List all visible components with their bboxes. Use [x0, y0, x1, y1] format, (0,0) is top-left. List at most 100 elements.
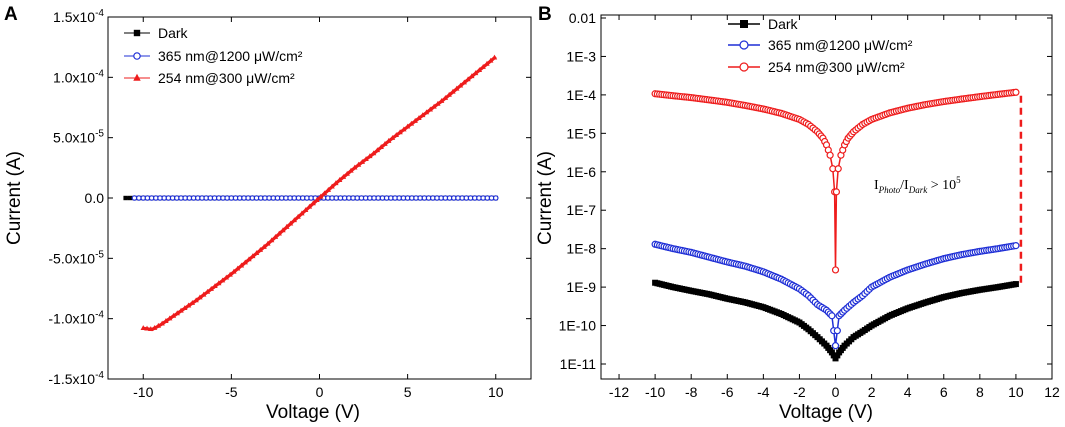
data-point-a — [144, 325, 150, 331]
y-tick-label-a: -1.0x10-4 — [48, 310, 104, 327]
legend-a: Dark 365 nm@1200 μW/cm² 254 nm@300 μW/cm² — [124, 25, 303, 86]
x-tick-label-b: -2 — [793, 384, 806, 400]
data-point-a — [450, 88, 456, 94]
data-point-a — [131, 195, 138, 201]
series-group-a — [123, 54, 499, 332]
data-point-a — [140, 325, 146, 331]
data-point-a — [340, 173, 347, 179]
data-point-a — [189, 299, 196, 305]
data-point-b — [834, 165, 842, 173]
y-tick-label-b: 1E-4 — [566, 87, 596, 103]
data-point-a — [344, 170, 350, 176]
data-point-a — [446, 91, 452, 97]
data-point-b — [1012, 88, 1020, 96]
data-point-a — [336, 177, 343, 182]
data-point-a — [291, 217, 298, 223]
data-point-a — [166, 315, 173, 321]
panel-letter-b: B — [538, 4, 552, 25]
data-point-a — [397, 129, 403, 135]
data-point-a — [480, 63, 486, 69]
y-axis-a: -1.5x10-4 -1.0x10-4 -5.0x10-5 0.0 5.0x10-5 1.… — [48, 8, 531, 387]
data-point-b — [1012, 281, 1019, 288]
data-point-a — [465, 76, 471, 82]
data-point-a — [491, 54, 498, 60]
legend-label-b: 365 nm@1200 μW/cm² — [768, 37, 913, 53]
data-point-a — [268, 237, 275, 243]
data-point-a — [363, 156, 369, 162]
data-point-a — [469, 73, 475, 79]
x-tick-label-a: -10 — [133, 384, 153, 400]
panel-letter-a: A — [4, 4, 18, 25]
x-tick-label-b: 0 — [832, 384, 840, 400]
data-point-a — [476, 67, 483, 72]
legend-marker-b — [740, 20, 748, 28]
data-point-b — [831, 342, 840, 350]
ratio-annotation: IPhoto/IDark > 105 — [874, 95, 1023, 285]
series-b-0 — [652, 279, 1019, 362]
data-point-b — [828, 312, 836, 320]
x-tick-label-a: 5 — [404, 384, 412, 400]
legend-marker-a — [133, 29, 141, 37]
x-tick-label-b: -6 — [721, 384, 734, 400]
data-point-a — [123, 195, 128, 201]
chart-panel-a: A -1.5x10-4 -1.0x10-4 -5.0x10-5 0.0 5.0x10-5… — [4, 4, 532, 423]
data-point-a — [393, 132, 399, 138]
legend-label-b: 254 nm@300 μW/cm² — [768, 59, 905, 75]
data-point-a — [389, 134, 396, 140]
data-point-a — [435, 100, 441, 106]
ratio-annotation-text: IPhoto/IDark > 105 — [874, 175, 961, 195]
data-point-a — [280, 227, 286, 233]
y-tick-label-b: 1E-9 — [566, 279, 596, 295]
data-point-a — [420, 112, 426, 118]
data-point-a — [204, 288, 211, 294]
data-point-a — [299, 210, 305, 216]
series-line-a — [143, 55, 497, 332]
x-tick-label-a: 0 — [316, 384, 324, 400]
data-point-a — [442, 94, 449, 100]
legend-marker-b — [739, 40, 749, 50]
data-point-a — [318, 193, 324, 199]
data-point-a — [159, 320, 165, 326]
data-point-a — [382, 141, 388, 146]
data-point-a — [306, 203, 313, 209]
plot-frame-b — [600, 14, 1053, 380]
series-b-1 — [651, 240, 1020, 350]
x-tick-label-b: 10 — [1008, 384, 1024, 400]
data-point-a — [408, 120, 415, 126]
series-group-b — [651, 88, 1020, 362]
data-point-a — [302, 207, 309, 213]
data-point-a — [333, 180, 339, 186]
y-tick-label-b: 1E-10 — [559, 318, 597, 334]
y-tick-label-b: 0.01 — [569, 10, 596, 26]
data-point-a — [182, 305, 188, 311]
data-point-a — [310, 200, 316, 206]
x-tick-label-b: 2 — [868, 384, 876, 400]
x-tick-label-b: 4 — [904, 384, 912, 400]
data-point-a — [219, 277, 226, 283]
y-tick-label-a: 0.0 — [85, 190, 105, 206]
x-tick-label-b: 12 — [1044, 384, 1060, 400]
data-point-a — [461, 79, 467, 85]
data-point-a — [454, 85, 460, 91]
data-point-a — [178, 307, 184, 313]
data-point-a — [261, 243, 267, 249]
data-point-a — [223, 274, 230, 280]
legend-label-a: 254 nm@300 μW/cm² — [158, 70, 295, 86]
data-point-b — [832, 188, 841, 196]
data-point-a — [136, 195, 142, 201]
y-axis-label-a: Current (A) — [4, 151, 25, 245]
y-tick-label-a: 1.0x10-4 — [53, 68, 104, 85]
data-point-a — [386, 137, 392, 143]
data-point-a — [416, 115, 422, 120]
data-point-a — [472, 70, 479, 76]
legend-marker-a — [133, 73, 141, 81]
data-point-a — [276, 230, 282, 236]
data-point-a — [355, 161, 362, 167]
data-point-a — [457, 82, 464, 88]
series-a-1 — [131, 195, 499, 201]
y-tick-label-b: 1E-7 — [566, 202, 596, 218]
data-point-a — [272, 234, 279, 239]
y-tick-label-a: -5.0x10-5 — [48, 249, 104, 266]
x-tick-label-b: -4 — [757, 384, 770, 400]
data-point-a — [250, 253, 256, 259]
